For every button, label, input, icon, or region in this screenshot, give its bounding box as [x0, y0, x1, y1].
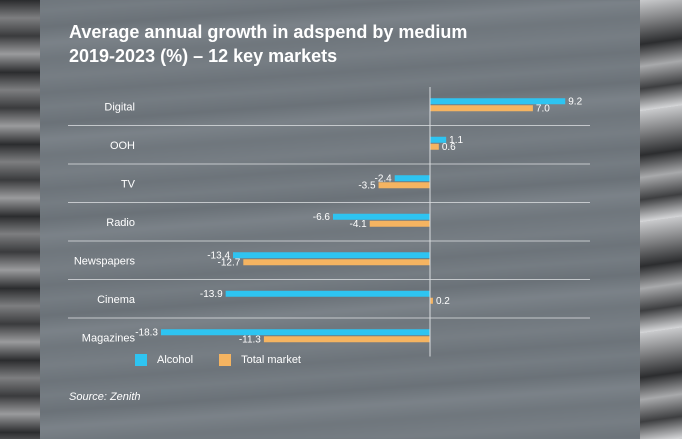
bar-alcohol-digital [430, 98, 566, 105]
bar-alcohol-cinema [225, 290, 430, 297]
category-label-radio: Radio [106, 217, 135, 229]
chart-title-line-2: 2019-2023 (%) – 12 key markets [69, 46, 338, 66]
chart-title: Average annual growth in adspend by medi… [69, 20, 589, 68]
value-label-alcohol-ooh: 1.1 [449, 135, 463, 146]
bar-total-market-magazines [263, 336, 430, 343]
bar-total-market-cinema [430, 297, 433, 304]
category-label-ooh: OOH [110, 140, 135, 152]
value-label-alcohol-digital: 9.2 [568, 96, 582, 107]
value-label-total-market-radio: -4.1 [349, 219, 367, 230]
category-label-tv: TV [121, 178, 136, 190]
bar-total-market-newspapers [243, 259, 430, 266]
value-label-alcohol-magazines: -18.3 [135, 327, 158, 338]
value-label-total-market-digital: 7.0 [536, 103, 550, 114]
background-edge-right [640, 0, 682, 439]
chart-title-line-1: Average annual growth in adspend by medi… [69, 22, 468, 42]
bar-alcohol-newspapers [233, 252, 430, 259]
category-label-magazines: Magazines [82, 332, 136, 344]
legend-swatch-total-market [219, 354, 232, 366]
category-label-digital: Digital [104, 101, 135, 113]
bar-alcohol-ooh [430, 136, 447, 143]
value-label-alcohol-newspapers: -13.4 [207, 250, 230, 261]
bar-total-market-tv [378, 182, 430, 189]
value-label-alcohol-cinema: -13.9 [200, 289, 223, 300]
value-label-alcohol-tv: -2.4 [374, 173, 392, 184]
value-label-total-market-magazines: -11.3 [239, 334, 261, 345]
value-label-alcohol-radio: -6.6 [313, 212, 331, 223]
legend-label-alcohol: Alcohol [157, 354, 194, 366]
legend: Alcohol Total market [135, 354, 301, 366]
value-label-total-market-ooh: 0.6 [442, 142, 456, 153]
bar-total-market-ooh [430, 143, 439, 150]
source-note: Source: Zenith [69, 391, 141, 403]
bar-total-market-digital [430, 105, 533, 112]
category-label-cinema: Cinema [97, 294, 136, 306]
value-label-total-market-tv: -3.5 [358, 180, 376, 191]
legend-item-total-market: Total market [219, 354, 301, 366]
value-label-total-market-newspapers: -12.7 [218, 257, 241, 268]
background-edge-left [0, 0, 40, 439]
value-label-total-market-cinema: 0.2 [436, 296, 450, 307]
bar-alcohol-magazines [160, 329, 431, 336]
bar-alcohol-tv [394, 175, 430, 182]
bar-alcohol-radio [332, 213, 430, 220]
legend-label-total-market: Total market [241, 354, 301, 366]
bar-total-market-radio [369, 220, 430, 227]
legend-item-alcohol: Alcohol [135, 354, 193, 366]
legend-swatch-alcohol [135, 354, 147, 366]
category-label-newspapers: Newspapers [74, 255, 136, 267]
